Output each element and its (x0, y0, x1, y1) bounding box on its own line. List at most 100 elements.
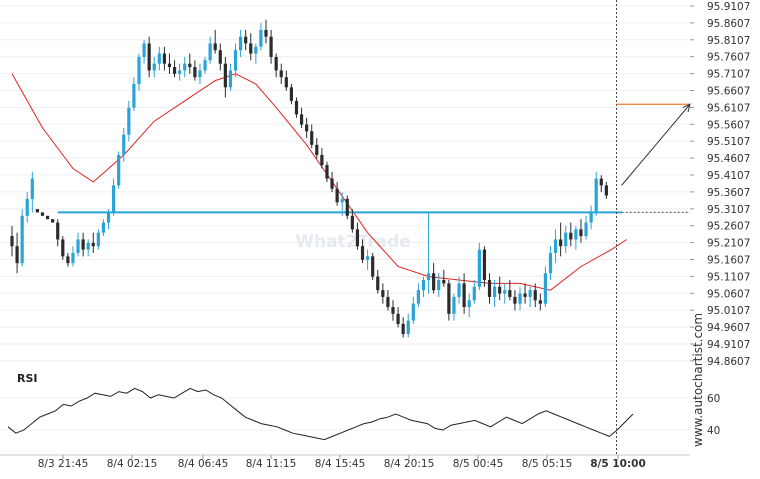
candle-down (249, 43, 253, 54)
forecast-arrow (621, 103, 691, 186)
candles (10, 19, 608, 338)
candle-down (533, 290, 537, 301)
candle-down (147, 43, 151, 71)
candle-down (15, 246, 19, 264)
candle-up (426, 273, 431, 281)
candle-down (355, 229, 360, 247)
price-tick-label: 95.8107 (707, 35, 750, 47)
candle-down (284, 77, 288, 88)
candle-down (330, 178, 334, 189)
candle-down (289, 87, 293, 101)
candle-up (233, 50, 238, 71)
candle-up (411, 303, 415, 321)
candle-up (101, 222, 106, 233)
time-tick-label: 8/4 02:15 (107, 458, 158, 470)
candle-down (325, 165, 329, 179)
candle-up (503, 290, 507, 294)
candle-down (386, 296, 390, 308)
candle-down (559, 239, 563, 247)
candle-down (391, 307, 395, 314)
price-tick-label: 95.1607 (707, 255, 750, 267)
candle-down (360, 246, 365, 260)
rsi-line (7, 387, 634, 441)
candle-down (599, 178, 603, 186)
candle-down (81, 239, 85, 250)
candle-down (462, 283, 466, 308)
candle-down (487, 280, 492, 297)
candle-up (106, 212, 111, 223)
candle-down (513, 296, 517, 304)
candle-up (421, 280, 426, 291)
candle-down (371, 256, 375, 277)
candle-down (315, 144, 319, 155)
candle-up (152, 63, 156, 71)
price-tick-label: 95.2107 (707, 238, 750, 250)
candle-up (406, 320, 410, 335)
price-tick-label: 95.6107 (707, 102, 750, 114)
price-tick-label: 94.9607 (707, 322, 750, 334)
candle-up (457, 283, 461, 297)
candle-up (416, 290, 420, 304)
candle-down (35, 209, 39, 213)
candle-up (574, 229, 578, 240)
candle-up (472, 286, 476, 301)
candle-down (299, 114, 304, 125)
time-axis: 8/3 21:45 8/4 02:15 8/4 06:45 8/4 11:15 8/4 … (0, 454, 690, 470)
candle-up (157, 53, 161, 64)
candle-down (193, 67, 197, 78)
price-tick-label: 95.2607 (707, 221, 750, 233)
candle-down (604, 185, 608, 196)
price-tick-label: 95.7607 (707, 52, 750, 64)
candle-down (538, 300, 542, 304)
candle-up (452, 296, 456, 314)
candle-up (259, 29, 263, 47)
candle-down (498, 286, 502, 294)
candle-up (183, 63, 187, 71)
candle-up (127, 107, 131, 135)
candle-down (381, 290, 385, 297)
price-tick-label: 95.9107 (707, 1, 750, 13)
price-tick-label: 95.5607 (707, 119, 750, 131)
moving-average (11, 73, 627, 291)
candle-up (589, 212, 593, 223)
candle-down (167, 63, 172, 68)
candle-up (117, 154, 121, 186)
candle-up (239, 36, 243, 51)
candle-down (482, 249, 487, 281)
candle-up (132, 83, 136, 108)
price-tick-label: 95.3107 (707, 204, 750, 216)
watermark: What2Trade (295, 232, 411, 252)
candle-down (172, 67, 177, 74)
candle-down (345, 198, 349, 216)
price-tick-label: 95.0607 (707, 288, 750, 300)
rsi-level-label: 40 (707, 425, 720, 437)
price-tick-label: 94.9107 (707, 339, 750, 351)
candle-up (564, 232, 568, 247)
time-tick-label: 8/4 06:45 (178, 458, 229, 470)
time-tick-label: 8/4 20:15 (384, 458, 435, 470)
candle-down (10, 236, 14, 247)
candle-up (543, 273, 547, 304)
candle-down (56, 222, 60, 240)
candle-down (569, 232, 573, 240)
candle-up (553, 239, 558, 253)
candle-down (223, 63, 227, 88)
candle-down (401, 323, 405, 335)
price-tick-label: 95.1107 (707, 271, 750, 283)
time-tick-label: 8/4 15:45 (315, 458, 366, 470)
candle-down (310, 131, 314, 145)
candle-down (279, 70, 283, 78)
candle-up (142, 43, 146, 57)
candle-down (294, 100, 299, 115)
candle-down (350, 215, 354, 230)
price-tick-label: 95.3607 (707, 187, 750, 199)
candle-up (437, 280, 441, 291)
candle-down (523, 293, 527, 297)
moving-average-line (11, 73, 627, 291)
candle-down (66, 256, 70, 264)
price-tick-label: 94.8607 (707, 356, 750, 368)
candle-up (493, 286, 497, 297)
rsi-label: RSI (17, 372, 38, 385)
candle-down (579, 229, 583, 237)
candle-up (254, 46, 258, 54)
